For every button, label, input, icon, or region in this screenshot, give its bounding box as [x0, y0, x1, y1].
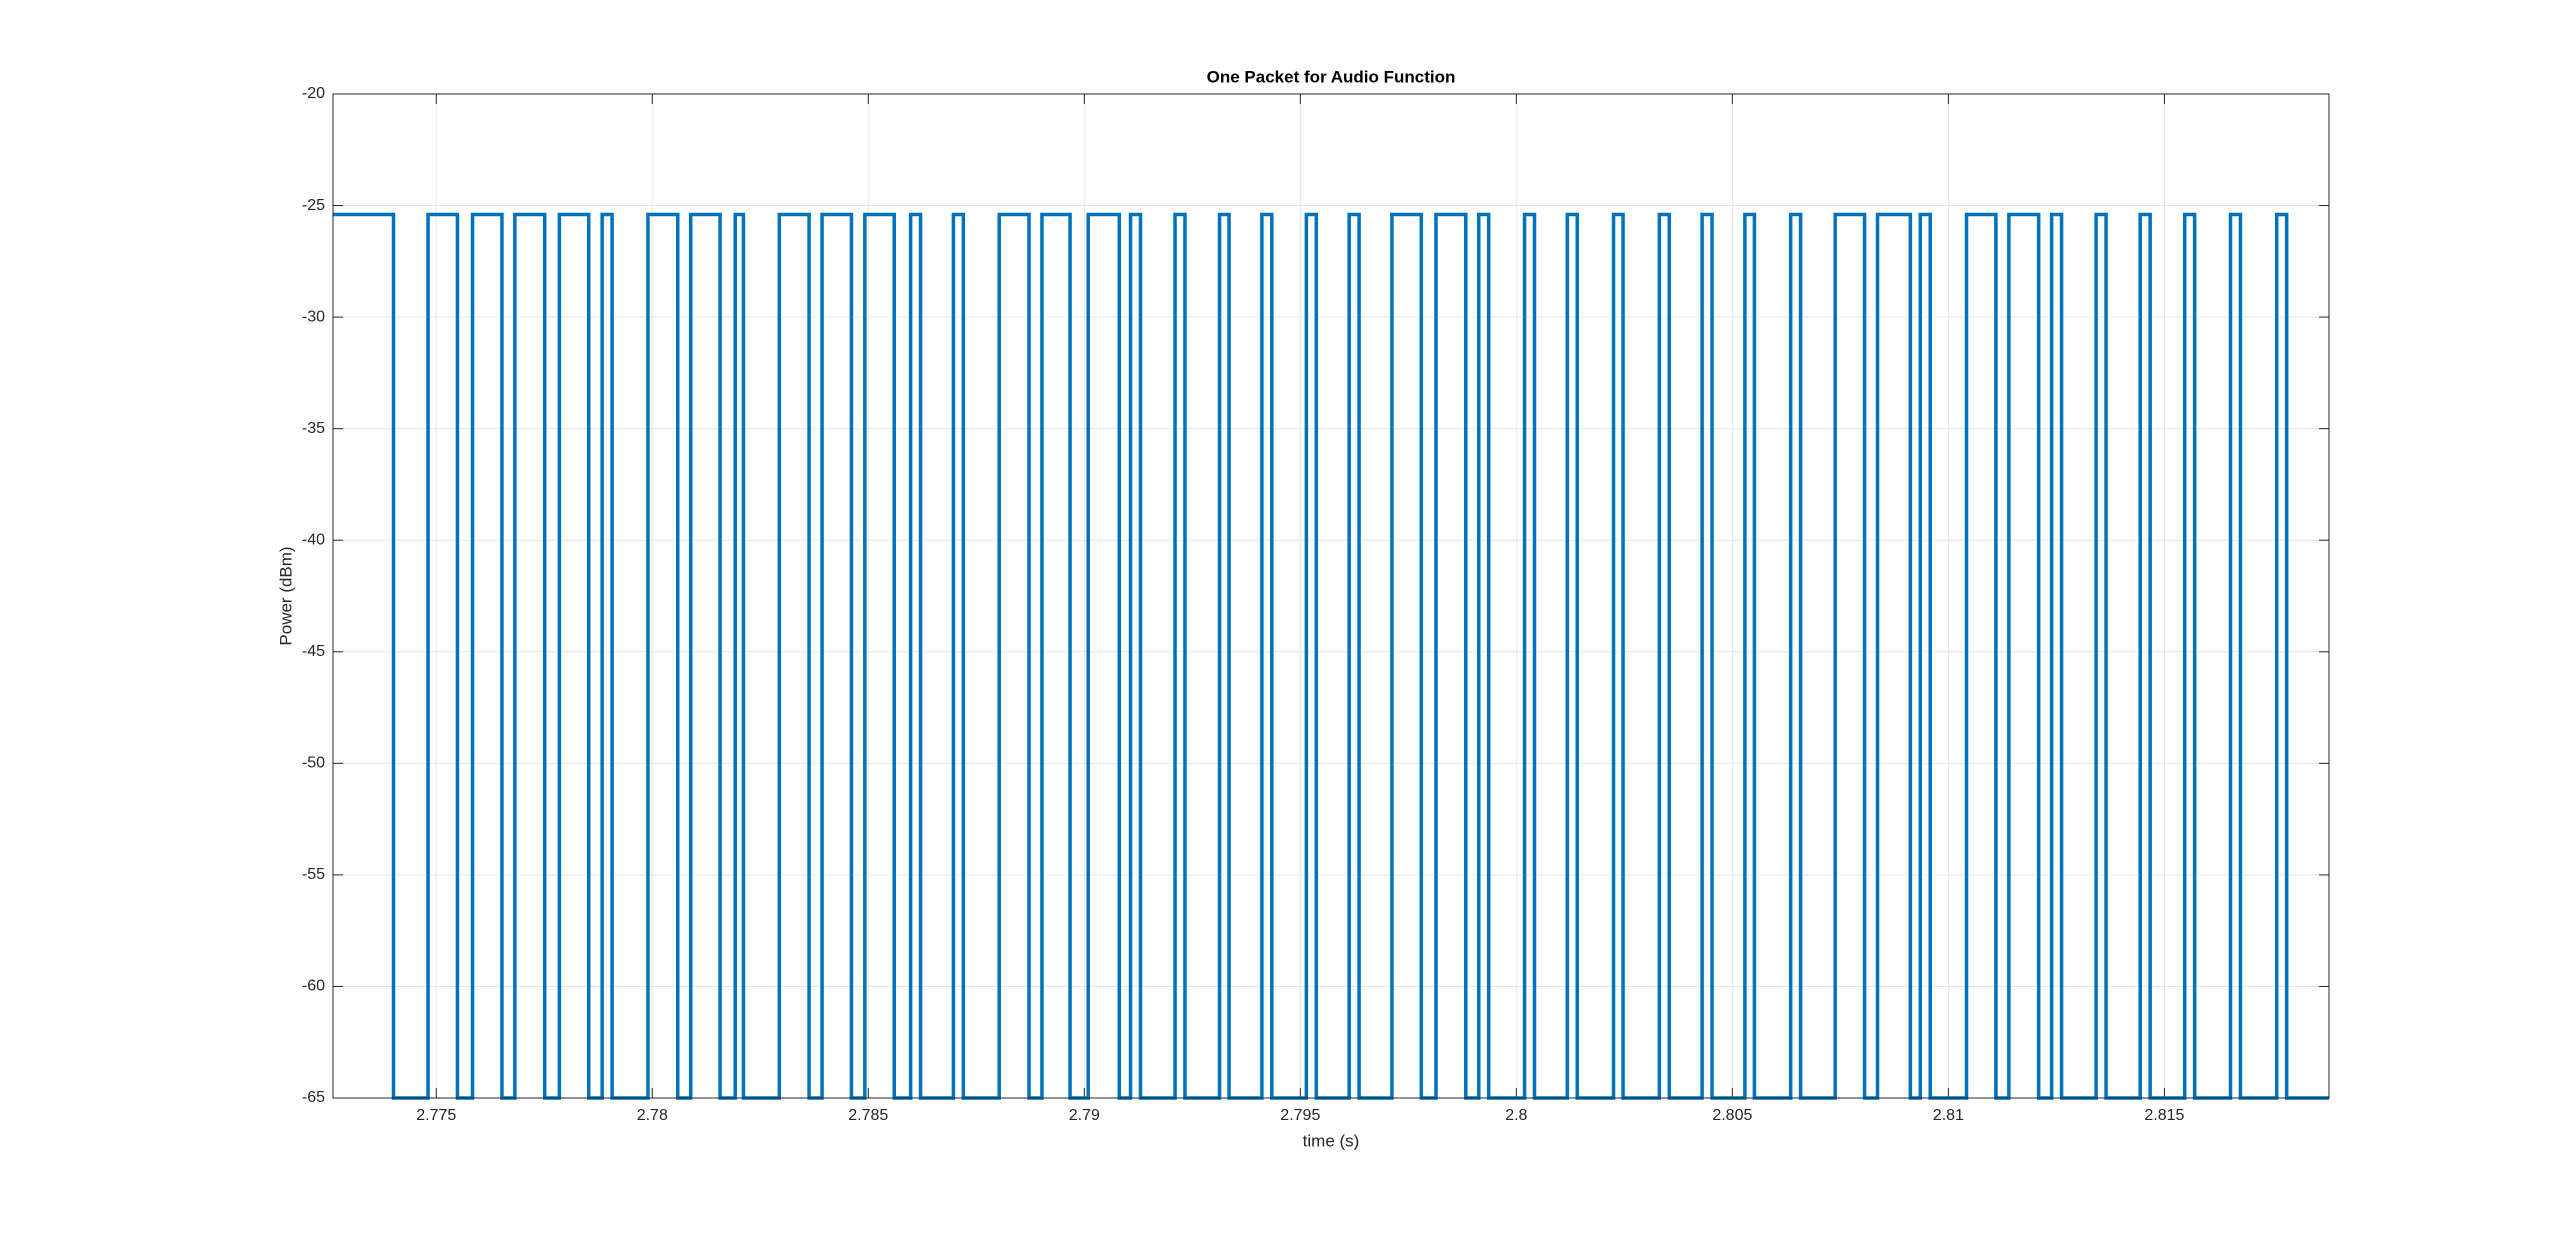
- y-tick-label: -45: [302, 643, 325, 660]
- x-tick-label: 2.805: [1712, 1107, 1752, 1124]
- plot-frame: [332, 93, 2330, 1099]
- y-tick-label: -40: [302, 531, 325, 548]
- x-tick-label: 2.78: [637, 1107, 668, 1124]
- x-tick-label: 2.795: [1280, 1107, 1320, 1124]
- chart-title: One Packet for Audio Function: [1207, 67, 1456, 86]
- y-axis-label: Power (dBm): [276, 546, 295, 645]
- x-tick-label: 2.79: [1069, 1107, 1100, 1124]
- y-tick-label: -25: [302, 197, 325, 214]
- y-tick-label: -55: [302, 866, 325, 883]
- y-tick-label: -20: [302, 85, 325, 102]
- y-tick-label: -60: [302, 978, 325, 995]
- x-tick-label: 2.8: [1505, 1107, 1527, 1124]
- y-tick-label: -35: [302, 420, 325, 437]
- y-tick-label: -50: [302, 755, 325, 772]
- x-tick-label: 2.785: [848, 1107, 888, 1124]
- x-tick-label: 2.775: [416, 1107, 456, 1124]
- x-axis-label: time (s): [1303, 1131, 1360, 1150]
- y-tick-label: -65: [302, 1089, 325, 1106]
- signal-line: [333, 212, 2329, 1100]
- x-tick-label: 2.81: [1933, 1107, 1964, 1124]
- x-tick-label: 2.815: [2144, 1107, 2184, 1124]
- y-tick-label: -30: [302, 308, 325, 325]
